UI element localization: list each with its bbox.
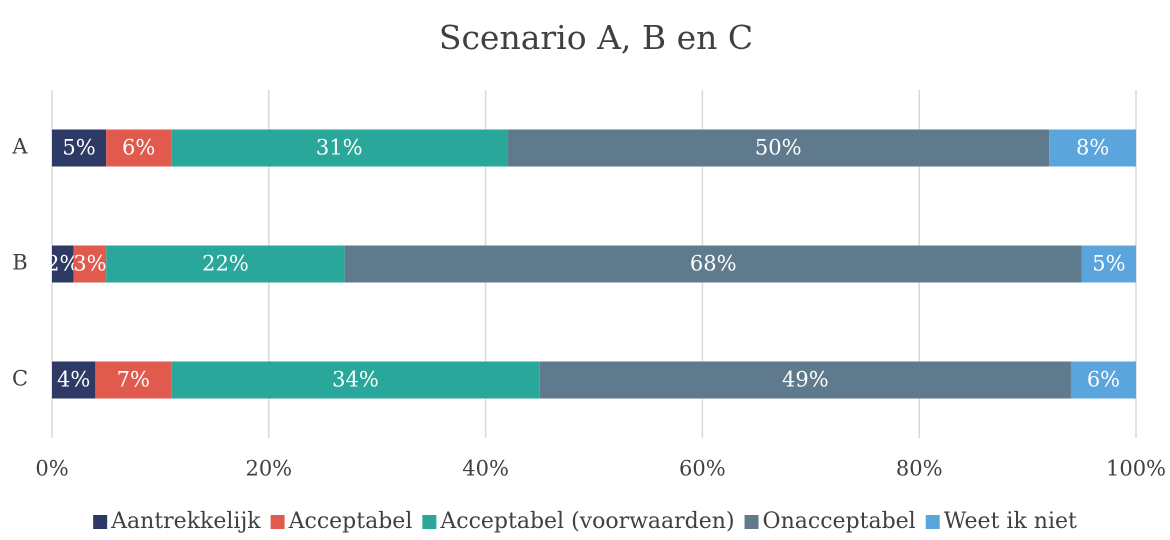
data-label: 4% xyxy=(57,368,90,392)
bar-segment xyxy=(507,129,1050,167)
bar-segment xyxy=(1081,245,1136,283)
bar-segment xyxy=(52,245,74,283)
legend-swatch xyxy=(422,515,437,529)
bar-segment xyxy=(106,129,172,167)
data-label: 31% xyxy=(316,136,363,160)
y-tick-label: C xyxy=(12,367,28,391)
bar-segment xyxy=(52,129,107,167)
legend-label: Onacceptabel xyxy=(763,509,916,534)
chart-title: Scenario A, B en C xyxy=(439,18,753,57)
data-label: 68% xyxy=(690,252,737,276)
x-tick-label: 60% xyxy=(679,457,726,481)
bar-segment xyxy=(171,361,540,399)
data-label: 49% xyxy=(782,368,829,392)
bar-segment xyxy=(171,129,508,167)
legend-swatch xyxy=(270,515,285,529)
data-label: 5% xyxy=(62,136,95,160)
data-label: 22% xyxy=(202,252,249,276)
legend-label: Acceptabel (voorwaarden) xyxy=(439,509,734,534)
legend-swatch xyxy=(744,515,759,529)
data-label: 50% xyxy=(755,136,802,160)
legend-swatch xyxy=(925,515,940,529)
bar-segment xyxy=(95,361,172,399)
data-label: 5% xyxy=(1092,252,1125,276)
bar-segment xyxy=(73,245,107,283)
x-tick-label: 80% xyxy=(896,457,943,481)
x-tick-label: 100% xyxy=(1106,457,1166,481)
legend-label: Acceptabel xyxy=(288,509,413,534)
bar-segment xyxy=(539,361,1071,399)
data-label: 8% xyxy=(1076,136,1109,160)
data-label: 34% xyxy=(332,368,379,392)
bar-segment xyxy=(1049,129,1136,167)
y-tick-label: A xyxy=(11,135,28,159)
x-tick-label: 40% xyxy=(462,457,509,481)
bar-segment xyxy=(1070,361,1136,399)
x-tick-label: 0% xyxy=(35,457,68,481)
data-label: 6% xyxy=(122,136,155,160)
bar-segment xyxy=(52,361,96,399)
data-label: 7% xyxy=(117,368,150,392)
data-label: 6% xyxy=(1087,368,1120,392)
data-label: 3% xyxy=(73,252,106,276)
legend-swatch xyxy=(93,515,108,529)
bar-segment xyxy=(344,245,1082,283)
legend-label: Aantrekkelijk xyxy=(110,509,261,534)
x-tick-label: 20% xyxy=(245,457,292,481)
bar-segment xyxy=(106,245,345,283)
legend-label: Weet ik niet xyxy=(944,509,1077,534)
y-tick-label: B xyxy=(12,251,27,275)
